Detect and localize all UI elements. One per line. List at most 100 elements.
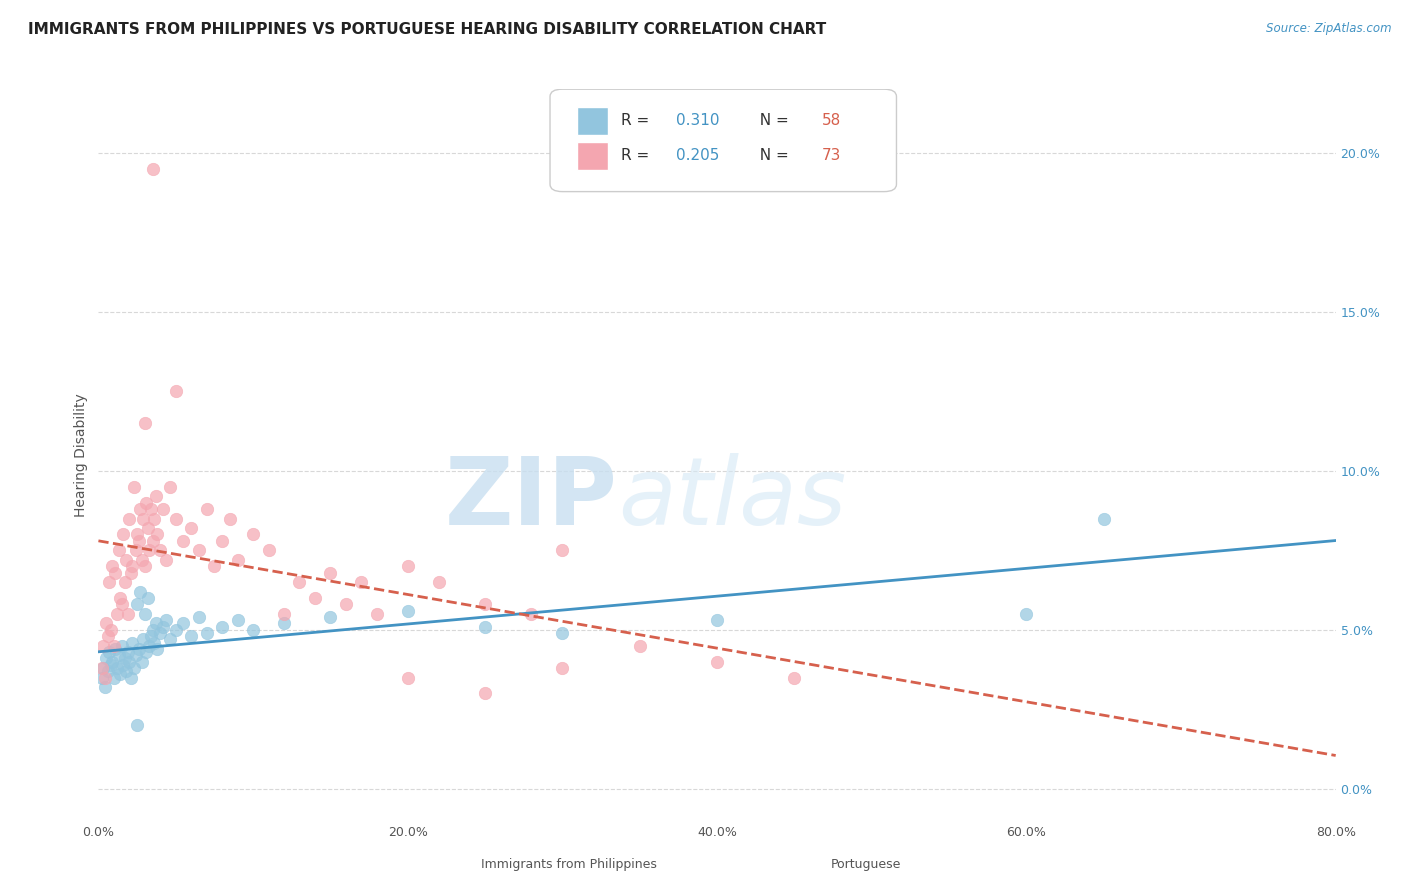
FancyBboxPatch shape (420, 852, 443, 878)
Point (98, 645, 121, 659)
Point (1015, 607, 1038, 621)
Point (149, 626, 172, 640)
Point (131, 655, 153, 669)
Point (142, 533, 165, 548)
Point (145, 616, 167, 631)
Point (551, 543, 574, 558)
Point (146, 527, 169, 541)
Text: Immigrants from Philippines: Immigrants from Philippines (481, 858, 657, 871)
Point (115, 664, 138, 678)
Text: R =: R = (620, 113, 654, 128)
Point (121, 635, 143, 649)
Point (96, 651, 118, 665)
Point (128, 641, 150, 656)
Point (706, 655, 728, 669)
Point (134, 416, 156, 430)
Point (152, 620, 174, 634)
Point (211, 533, 233, 548)
Point (118, 511, 141, 525)
Point (112, 527, 135, 541)
Point (108, 591, 131, 605)
Point (139, 502, 162, 516)
FancyBboxPatch shape (550, 89, 897, 192)
Point (188, 543, 211, 558)
Point (145, 489, 167, 503)
Point (319, 566, 342, 580)
Point (242, 623, 264, 637)
Point (96, 616, 118, 631)
Y-axis label: Hearing Disability: Hearing Disability (75, 393, 89, 516)
Point (108, 667, 131, 681)
FancyBboxPatch shape (578, 142, 609, 169)
Text: Source: ZipAtlas.com: Source: ZipAtlas.com (1267, 22, 1392, 36)
Point (127, 598, 149, 612)
Point (242, 527, 264, 541)
Point (117, 607, 139, 621)
Text: 0.205: 0.205 (676, 148, 720, 163)
Point (152, 502, 174, 516)
Point (107, 648, 129, 663)
Point (98, 575, 121, 590)
Point (118, 655, 141, 669)
Point (107, 543, 129, 558)
Point (136, 521, 159, 535)
Point (91, 661, 114, 675)
Text: 0.310: 0.310 (676, 113, 720, 128)
Point (100, 623, 122, 637)
Point (149, 543, 172, 558)
Point (101, 655, 124, 669)
Point (114, 575, 136, 590)
Point (155, 553, 177, 567)
Point (127, 718, 149, 732)
Point (124, 648, 146, 663)
Point (165, 511, 187, 525)
Point (195, 626, 218, 640)
Point (104, 641, 127, 656)
Point (273, 616, 295, 631)
Point (273, 607, 295, 621)
Point (127, 527, 149, 541)
Point (155, 613, 177, 627)
Point (783, 671, 806, 685)
Point (124, 543, 146, 558)
Point (142, 623, 165, 637)
Point (138, 639, 160, 653)
Point (111, 598, 134, 612)
Point (128, 533, 150, 548)
Point (396, 559, 419, 574)
Point (117, 645, 139, 659)
Point (93, 680, 115, 694)
Point (173, 533, 195, 548)
Point (551, 626, 574, 640)
Point (173, 616, 195, 631)
Point (520, 607, 543, 621)
Point (90, 661, 112, 675)
Text: N =: N = (751, 148, 794, 163)
Point (288, 575, 311, 590)
Point (135, 495, 157, 509)
Point (143, 635, 166, 649)
Point (105, 661, 128, 675)
Point (132, 511, 155, 525)
Point (146, 641, 169, 656)
Point (91, 639, 114, 653)
FancyBboxPatch shape (785, 852, 807, 878)
Point (115, 553, 138, 567)
Text: R =: R = (620, 148, 654, 163)
Point (101, 559, 124, 574)
Point (132, 632, 155, 647)
Point (129, 584, 152, 599)
Point (129, 502, 152, 516)
Point (1092, 511, 1115, 525)
Point (139, 629, 162, 643)
Point (103, 671, 125, 685)
Point (142, 161, 165, 176)
Point (257, 543, 280, 558)
Point (396, 671, 419, 685)
Point (112, 657, 135, 672)
Point (226, 553, 249, 567)
Point (131, 553, 153, 567)
Point (97, 629, 120, 643)
Point (122, 480, 145, 494)
Point (396, 604, 419, 618)
